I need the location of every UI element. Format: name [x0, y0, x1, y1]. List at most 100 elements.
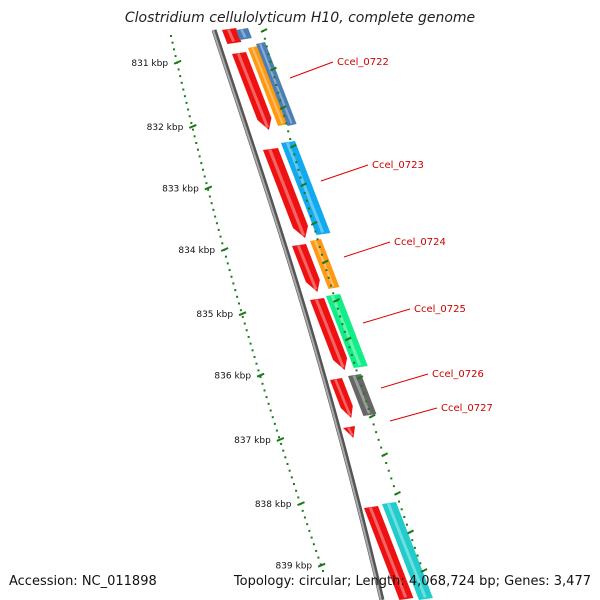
ruler-dot	[187, 108, 190, 111]
ruler-dot	[265, 396, 268, 399]
ruler-dot	[261, 382, 264, 385]
ruler-dot	[275, 84, 278, 86]
ruler-tick	[368, 413, 376, 419]
ruler-dot	[219, 235, 222, 238]
ruler-dot	[210, 202, 213, 205]
ruler-dot	[292, 483, 295, 486]
gene-bar-0724-red-shine	[296, 245, 318, 290]
gene-bar-top-red[interactable]	[222, 28, 242, 44]
ruler-tick	[289, 143, 297, 149]
gene-bar-0727-red[interactable]	[343, 426, 355, 438]
ruler-dot	[350, 354, 353, 356]
ruler-dot	[400, 508, 403, 511]
gene-bar-0723-red-shine	[268, 149, 306, 236]
ruler-tick	[300, 182, 308, 188]
ruler-dot	[200, 162, 203, 165]
ruler-dot	[236, 295, 239, 298]
ruler-dot	[321, 253, 324, 256]
ruler-dot	[255, 362, 258, 365]
ruler-dot	[297, 168, 300, 171]
ruler-dot	[239, 309, 242, 312]
ruler-dot	[322, 570, 324, 572]
gene-bar-0726-red[interactable]	[330, 378, 353, 418]
ruler-dot	[238, 302, 240, 305]
gene-label-ccel_0722[interactable]: Ccel_0722	[337, 57, 389, 68]
ruler-dot	[353, 361, 356, 364]
gene-bar-0722-orange-shine	[251, 47, 284, 124]
ruler-dot	[214, 215, 217, 218]
ruler-dot	[295, 161, 298, 164]
gene-bar-0725-green-shine	[330, 295, 362, 366]
genome-backbone-highlight	[212, 29, 382, 600]
ruler-tick	[269, 66, 277, 72]
gene-leader-line	[289, 61, 334, 79]
ruler-dot	[365, 400, 368, 403]
gene-bar-0724-orange[interactable]	[310, 239, 340, 289]
ruler-dot	[284, 456, 287, 459]
ruler-tick	[381, 452, 389, 458]
ruler-dot	[348, 346, 351, 349]
gene-bar-0726-gray[interactable]	[348, 374, 377, 416]
gene-bar-0725-green[interactable]	[326, 294, 368, 368]
ruler-dot	[215, 222, 218, 225]
gene-label-ccel_0726[interactable]: Ccel_0726	[432, 369, 484, 380]
ruler-dot	[377, 438, 380, 441]
ruler-dot	[203, 175, 206, 178]
ruler-dot	[180, 81, 183, 84]
ruler-dot	[177, 68, 180, 71]
ruler-tick	[407, 529, 415, 535]
ruler-dot	[367, 408, 370, 410]
gene-bar-bottom-red[interactable]	[364, 506, 414, 600]
ruler-dot	[385, 462, 388, 464]
accession-text: Accession: NC_011898	[9, 574, 157, 589]
ruler-dot	[314, 230, 317, 233]
ruler-dot	[315, 549, 318, 552]
ruler-dot	[247, 335, 250, 338]
ruler-tick	[321, 259, 329, 265]
ruler-dot	[398, 500, 401, 503]
ruler-dot	[290, 476, 293, 479]
gene-bar-bottom-turq[interactable]	[382, 502, 433, 600]
ruler-dot	[306, 523, 309, 526]
ruler-dot	[413, 546, 416, 549]
ruler-dot	[318, 246, 321, 248]
gene-bar-0725-red[interactable]	[310, 298, 348, 370]
gene-label-ccel_0725[interactable]: Ccel_0725	[414, 304, 466, 315]
gene-label-ccel_0724[interactable]: Ccel_0724	[394, 237, 446, 248]
gene-leader-line	[343, 241, 391, 258]
ruler-dot	[228, 269, 231, 272]
ruler-dot	[362, 392, 365, 395]
ruler-dot	[257, 369, 260, 372]
gene-bar-0724-red[interactable]	[292, 244, 320, 292]
ruler-dot	[217, 228, 220, 231]
gene-bar-0723-blue-shine	[285, 142, 325, 233]
ruler-dot	[251, 349, 254, 352]
ruler-dot	[403, 516, 406, 518]
gene-bar-top-blue[interactable]	[236, 28, 252, 40]
ruler-dot	[205, 182, 208, 185]
genome-title: Clostridium cellulolyticum H10, complete…	[124, 10, 476, 26]
ruler-tick	[310, 220, 318, 226]
gene-label-ccel_0723[interactable]: Ccel_0723	[372, 160, 424, 171]
gene-label-ccel_0727[interactable]: Ccel_0727	[441, 403, 493, 414]
gene-bar-0722-orange[interactable]	[248, 46, 289, 126]
gene-bar-bottom-red-shine	[368, 507, 408, 598]
gene-bar-0723-blue[interactable]	[281, 141, 331, 235]
kbp-label: 836 kbp	[214, 372, 251, 382]
ruler-dot	[234, 289, 237, 292]
ruler-dot	[269, 60, 272, 63]
ruler-dot	[303, 192, 306, 194]
gene-bar-0723-red[interactable]	[263, 148, 309, 238]
ruler-dot	[289, 138, 292, 140]
ruler-dot	[301, 509, 304, 512]
gene-bar-0722-red[interactable]	[232, 52, 272, 130]
ruler-tick	[260, 28, 268, 33]
ruler-dot	[317, 556, 320, 559]
ruler-dot	[196, 148, 199, 151]
ruler-tick	[279, 105, 287, 111]
ruler-dot	[308, 529, 311, 532]
kbp-label: 835 kbp	[196, 310, 233, 320]
ruler-dot	[249, 342, 252, 345]
gene-bar-top-red-shine	[226, 29, 236, 42]
